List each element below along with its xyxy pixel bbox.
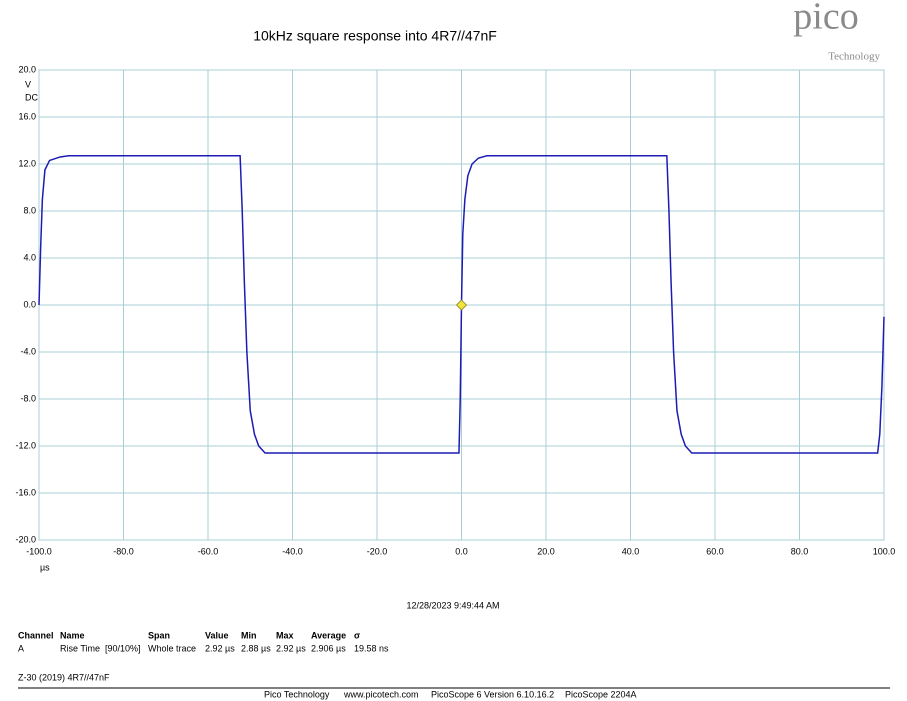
y-tick-label: -8.0 (20, 393, 36, 403)
y-tick-label: 0.0 (23, 299, 36, 309)
footer-text: www.picotech.com (343, 689, 419, 699)
timestamp: 12/28/2023 9:49:44 AM (406, 600, 499, 610)
y-tick-label: 8.0 (23, 205, 36, 215)
measurement-table: Channel Name Span Value Min Max Average σ A Rise … (18, 630, 389, 653)
x-tick-label: -20.0 (367, 546, 388, 556)
footer-text: PicoScope 2204A (565, 689, 637, 699)
table-cell: 2.92 µs (205, 643, 235, 653)
table-header: Channel (18, 630, 54, 640)
table-header: Min (241, 630, 257, 640)
footer-text: PicoScope 6 Version 6.10.16.2 (431, 689, 554, 699)
table-cell: 2.92 µs (276, 643, 306, 653)
table-cell: Rise Time [90/10%] (60, 643, 141, 653)
trace (38, 155, 885, 454)
table-header: Name (60, 630, 85, 640)
x-tick-label: 40.0 (622, 546, 640, 556)
x-tick-label: -100.0 (26, 546, 52, 556)
y-tick-label: -16.0 (15, 487, 36, 497)
note: Z-30 (2019) 4R7//47nF (18, 672, 110, 682)
y-tick-label: 16.0 (18, 111, 36, 121)
table-header: Span (148, 630, 170, 640)
table-cell: 19.58 ns (354, 643, 389, 653)
footer: Pico Technology www.picotech.com PicoScope… (264, 689, 637, 699)
logo-sub: Technology (828, 51, 880, 63)
x-unit: µs (40, 562, 50, 572)
y-tick-label: 12.0 (18, 158, 36, 168)
table-cell: 2.906 µs (311, 643, 346, 653)
trigger-marker (455, 299, 468, 311)
x-tick-label: 20.0 (537, 546, 555, 556)
table-header: σ (354, 630, 360, 640)
table-cell: 2.88 µs (241, 643, 271, 653)
table-header: Value (205, 630, 229, 640)
table-header: Average (311, 630, 346, 640)
x-tick-label: -80.0 (113, 546, 134, 556)
x-tick-label: -40.0 (282, 546, 303, 556)
y-tick-label: -20.0 (15, 534, 36, 544)
chart-title: 10kHz square response into 4R7//47nF (253, 28, 497, 44)
table-cell: Whole trace (148, 643, 196, 653)
table-cell: A (18, 643, 24, 653)
y-coupling: DC (25, 92, 38, 102)
y-tick-label: 4.0 (23, 252, 36, 262)
logo: pico (793, 0, 858, 38)
x-tick-label: 100.0 (873, 546, 896, 556)
y-tick-label: 20.0 (18, 64, 36, 74)
x-tick-label: 80.0 (791, 546, 809, 556)
footer-text: Pico Technology (264, 689, 330, 699)
table-header: Max (276, 630, 294, 640)
y-unit: V (25, 79, 31, 89)
x-tick-label: -60.0 (198, 546, 219, 556)
y-tick-label: -12.0 (15, 440, 36, 450)
x-tick-label: 60.0 (706, 546, 724, 556)
y-tick-label: -4.0 (20, 346, 36, 356)
x-tick-label: 0.0 (455, 546, 468, 556)
